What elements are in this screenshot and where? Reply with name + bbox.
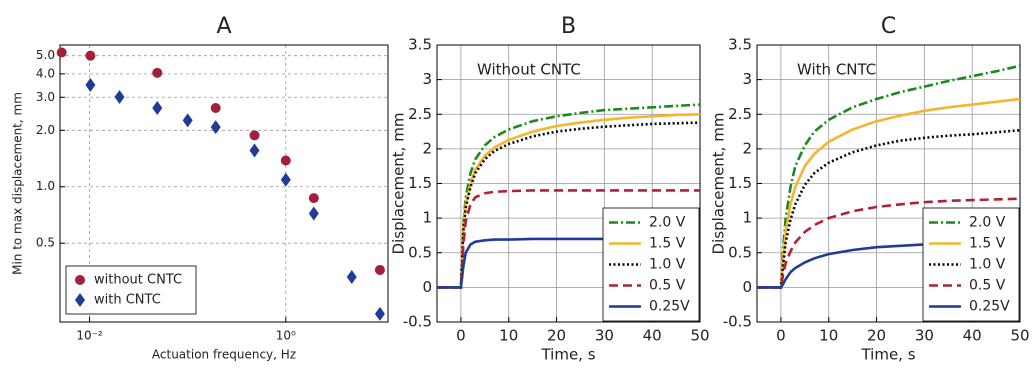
x-axis-label: Time, s [860,346,915,364]
x-axis-label: Actuation frequency, Hz [152,348,296,362]
y-tick-label: 3.0 [36,90,55,104]
legend-label: 1.5 V [969,236,1006,252]
legend-label: 0.5 V [649,278,686,294]
line-series [757,128,1021,289]
diamond-marker [182,113,193,128]
x-tick-label: 30 [595,327,614,345]
x-tick-label: 50 [1010,327,1029,345]
x-tick-label: 30 [915,327,934,345]
circle-marker [374,264,385,275]
y-tick-label: 3.5 [728,36,752,54]
circle-marker [75,275,85,285]
x-tick-label: 10 [819,327,838,345]
line-series [757,64,1021,289]
y-tick-label: 0 [742,278,752,296]
legend-label: 1.0 V [969,257,1006,273]
circle-marker [249,130,260,141]
x-axis-label: Time, s [540,346,595,364]
panel-title: A [216,14,231,39]
y-tick-label: 2 [742,139,752,157]
diamond-marker [75,293,85,307]
circle-marker [280,155,291,166]
legend-label: with CNTC [94,293,161,308]
plot-frame [436,44,701,323]
x-tick-label: 0 [456,327,466,345]
panel: B 0 10 20 30 40 50 -0.5 0 0.5 1 1.5 2 2.5 3 3.5 Time, s D… [390,14,710,364]
circle-marker [308,193,319,204]
annotation: With CNTC [797,61,876,79]
y-tick-label: 2 [422,139,432,157]
legend-label: 1.5 V [649,236,686,252]
legend-label: without CNTC [94,273,182,288]
y-axis-label: Displacement, mm [390,113,408,255]
line-series [757,97,1021,289]
y-tick-label: 1 [742,209,752,227]
y-tick-label: 2.0 [36,123,55,137]
x-tick-label: 20 [547,327,566,345]
circle-marker [210,102,221,113]
y-tick-label: 0.5 [408,243,432,261]
x-tick-label: 20 [867,327,886,345]
panel: A 10⁻² 10⁰ 0.5 1.0 2.0 3.0 4.0 5.0 Actuation freq… [11,14,389,362]
y-axis-label: Min to max displacement, mm [11,92,25,275]
y-tick-label: 0.5 [728,243,752,261]
diamond-marker [114,90,125,105]
legend-label: 2.0 V [649,215,686,231]
panel: C 0 10 20 30 40 50 -0.5 0 0.5 1 1.5 2 2.5 3 3.5 Time, s D… [710,14,1030,364]
panel-title: B [561,14,576,39]
panel-title: C [881,14,896,39]
x-tick-label: 10⁻² [76,329,103,343]
x-tick-label: 40 [963,327,982,345]
y-tick-label: 5.0 [36,48,55,62]
legend-box [65,265,197,315]
line-series [437,121,701,289]
y-tick-label: 0.5 [36,236,55,250]
y-tick-label: -0.5 [403,313,432,331]
diamond-marker [210,120,221,135]
legend-label: 1.0 V [649,257,686,273]
legend-label: 2.0 V [969,215,1006,231]
x-tick-label: 10 [499,327,518,345]
diamond-marker [280,172,291,187]
y-tick-label: 3 [422,70,432,88]
legend-label: 0.5 V [969,278,1006,294]
y-tick-label: 1 [422,209,432,227]
diamond-marker [374,306,385,321]
y-tick-label: 1.0 [36,179,55,193]
diamond-marker [249,143,260,158]
y-tick-label: 2.5 [728,105,752,123]
x-tick-label: 40 [643,327,662,345]
y-tick-label: 1.5 [728,174,752,192]
y-tick-label: 3 [742,70,752,88]
y-tick-label: 0 [422,278,432,296]
line-series [757,197,1021,289]
x-tick-label: 50 [690,327,709,345]
circle-marker [56,47,67,58]
y-tick-label: 3.5 [408,36,432,54]
plot-frame [756,44,1021,323]
y-tick-label: 2.5 [408,105,432,123]
y-tick-label: 4.0 [36,66,55,80]
plot-frame [59,44,389,323]
x-tick-label: 10⁰ [276,329,296,343]
circle-marker [85,50,96,61]
circle-marker [152,67,163,78]
x-tick-label: 0 [776,327,786,345]
diamond-marker [346,270,357,285]
annotation: Without CNTC [477,61,581,79]
diamond-marker [308,206,319,221]
y-tick-label: 1.5 [408,174,432,192]
legend-label: 0.25V [969,299,1010,315]
legend-label: 0.25V [649,299,690,315]
diamond-marker [85,77,96,92]
y-axis-label: Displacement, mm [710,113,728,255]
y-tick-label: -0.5 [723,313,752,331]
diamond-marker [152,100,163,115]
